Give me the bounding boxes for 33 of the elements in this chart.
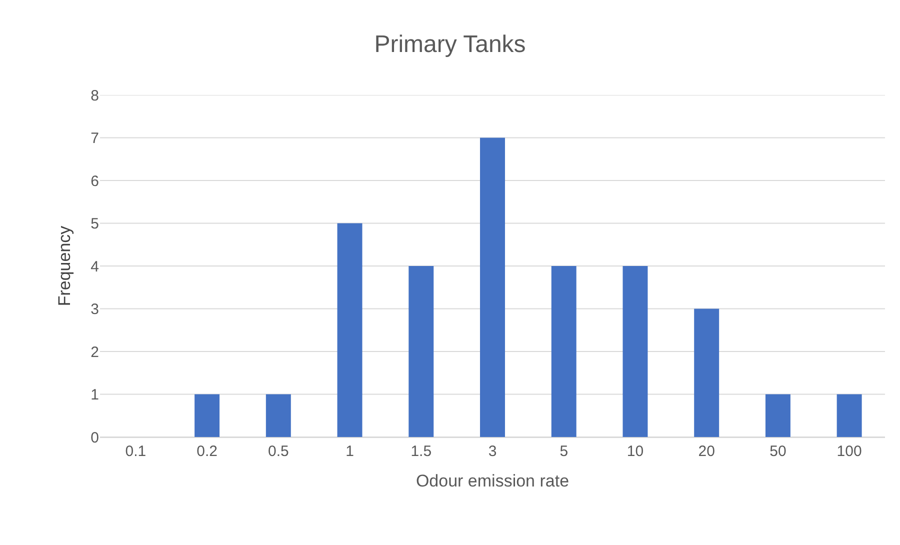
chart-title: Primary Tanks	[374, 31, 526, 58]
y-tick-label: 0	[90, 429, 99, 446]
bar	[266, 394, 291, 437]
x-tick-label: 1.5	[410, 443, 432, 460]
y-tick-label: 7	[90, 130, 99, 147]
y-tick-label: 4	[90, 258, 99, 276]
bar	[408, 266, 434, 437]
bar	[337, 223, 362, 437]
bar	[765, 394, 790, 437]
x-tick-label: 3	[488, 443, 497, 460]
y-tick-label: 3	[90, 301, 99, 318]
x-tick-label: 1	[346, 443, 354, 460]
y-tick-label: 1	[90, 386, 99, 404]
y-tick-label: 2	[90, 344, 99, 361]
x-tick-label: 0.5	[268, 443, 289, 460]
bar	[480, 138, 505, 437]
y-tick-label: 5	[90, 216, 99, 232]
x-tick-label: 100	[836, 443, 862, 460]
y-tick-label: 6	[90, 172, 99, 190]
x-tick-label: 10	[626, 443, 644, 460]
y-axis-title: Frequency	[55, 225, 74, 306]
bar	[694, 308, 720, 437]
x-tick-label: 5	[560, 443, 568, 460]
bar	[622, 266, 648, 437]
x-tick-label: 0.1	[125, 443, 146, 460]
y-tick-label: 8	[90, 87, 99, 104]
bar	[551, 266, 576, 437]
bar	[836, 394, 862, 437]
x-axis-title: Odour emission rate	[416, 471, 570, 490]
x-tick-label: 50	[770, 443, 786, 460]
x-tick-label: 0.2	[196, 443, 218, 460]
bar	[194, 394, 220, 437]
x-tick-label: 20	[698, 443, 715, 460]
